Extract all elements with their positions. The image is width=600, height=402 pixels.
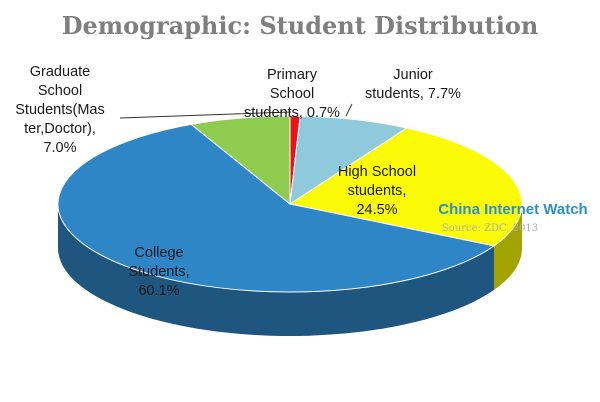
- slice-label-4: Graduate School Students(Mas ter,Doctor), 7.…: [15, 64, 104, 156]
- junior-leader-line: [345, 103, 353, 117]
- slice-label-3: College Students, 60.1%: [128, 245, 189, 299]
- pie-slices: [57, 115, 523, 293]
- brand-watermark: China Internet Watch: [438, 201, 587, 218]
- pie-side-3: [58, 204, 495, 336]
- pie-slice-3: [57, 123, 496, 293]
- leader-lines: [119, 103, 353, 119]
- source-note: Source: ZDC, 2013: [442, 223, 538, 234]
- chart-title: Demographic: Student Distribution: [62, 11, 539, 40]
- slice-label-1: Junior students, 7.7%: [365, 67, 461, 102]
- pie-slice-2: [288, 127, 523, 247]
- slice-label-2: High School students, 24.5%: [338, 164, 416, 218]
- pie-slice-1: [289, 115, 409, 205]
- slice-label-0: Primary School students, 0.7%: [244, 67, 340, 121]
- graduate-leader-line: [119, 111, 292, 119]
- slice-labels: Primary School students, 0.7% Junior student…: [15, 64, 461, 299]
- pie-slice-4: [190, 115, 291, 206]
